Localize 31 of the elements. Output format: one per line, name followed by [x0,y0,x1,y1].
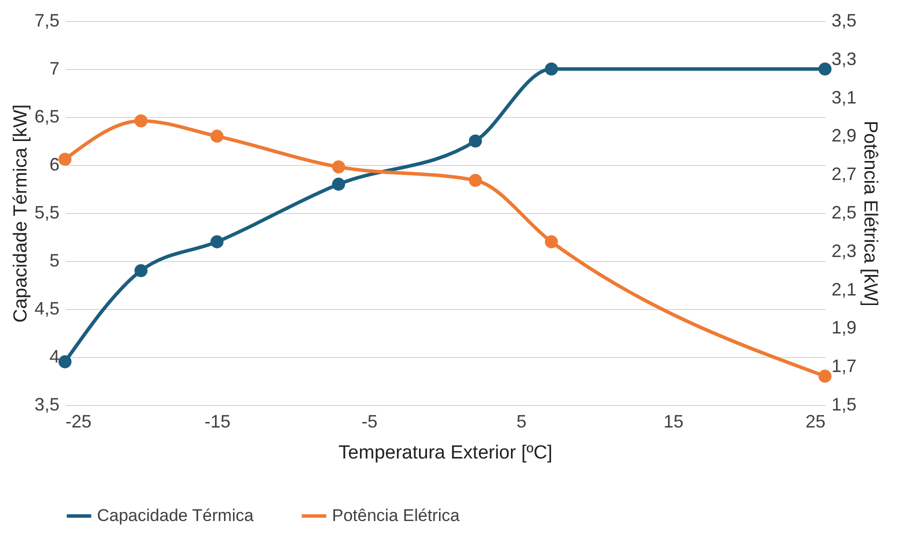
x-tick-label: 15 [663,412,684,432]
legend-label: Potência Elétrica [332,506,460,525]
y-tick-label: 5 [49,250,60,270]
y-tick-label: 3,5 [34,394,60,414]
x-tick-label: 25 [805,412,826,432]
y2-tick-label: 3,1 [832,87,857,108]
y-tick-label: 5,5 [34,202,60,222]
x-tick-label: 5 [516,412,527,432]
y2-tick-label: 2,5 [832,202,857,222]
y2-tick-label: 2,3 [832,240,857,261]
y-tick-label: 7,5 [34,10,60,30]
y2-tick-label: 3,3 [832,48,857,69]
x-tick-label: -15 [204,412,231,432]
y-tick-label: 4 [49,346,60,366]
x-tick-label: -25 [66,412,92,432]
x-tick-label: -5 [361,412,378,432]
y2-tick-label: 1,5 [832,394,857,414]
y-tick-label: 4,5 [34,298,60,318]
y-tick-label: 6,5 [34,106,60,126]
y2-axis-title: Potência Elétrica [kW] [860,120,881,306]
y-tick-label: 6 [49,154,60,174]
y-tick-label: 7 [49,58,60,78]
y2-tick-label: 3,5 [832,10,857,30]
y2-tick-label: 2,9 [832,126,857,146]
y-axis-title: Capacidade Térmica [kW] [10,104,32,323]
y2-tick-label: 1,7 [832,356,857,376]
y2-tick-label: 1,9 [832,318,857,338]
y2-tick-label: 2,1 [832,279,857,300]
y2-tick-label: 2,7 [832,164,857,184]
x-axis-title: Temperatura Exterior [ºC] [338,442,552,464]
legend-label: Capacidade Térmica [97,506,254,525]
